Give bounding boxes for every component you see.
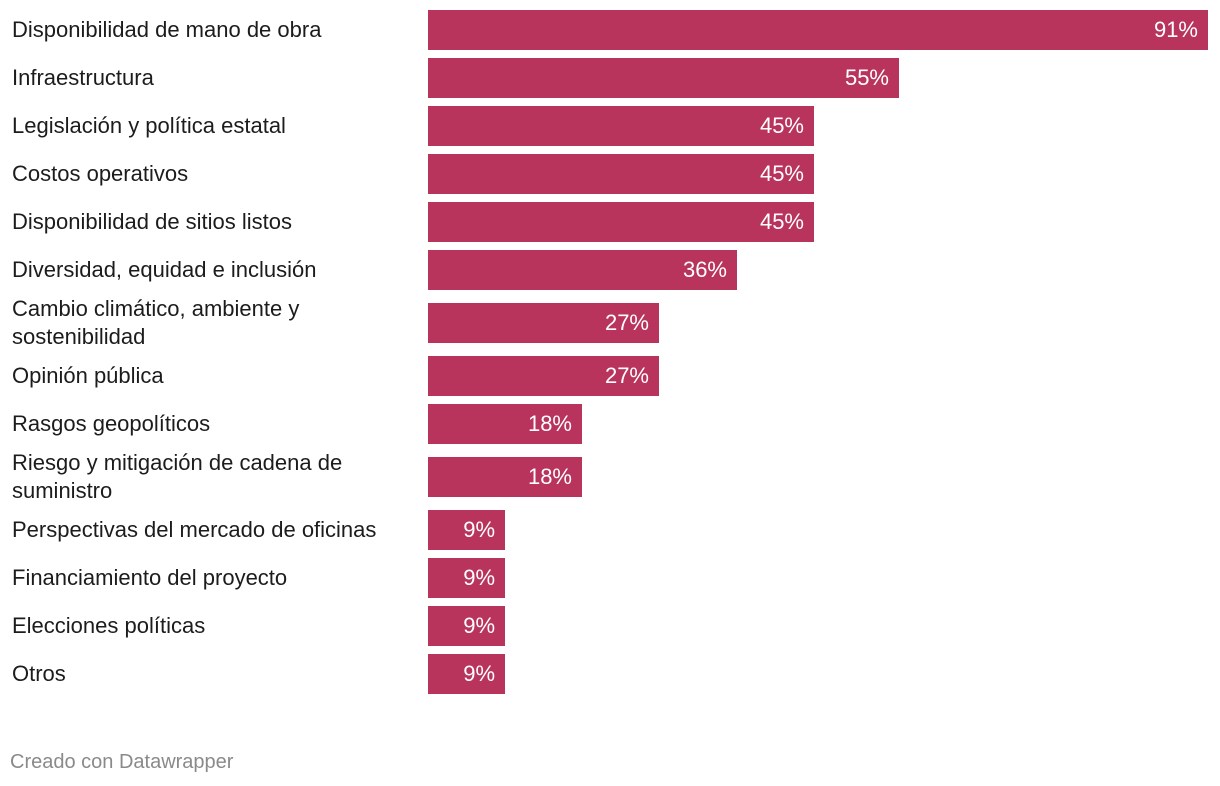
bar-row: Disponibilidad de mano de obra 91% bbox=[0, 6, 1220, 54]
bar: 91% bbox=[428, 10, 1208, 50]
bar: 36% bbox=[428, 250, 737, 290]
bar-value-label: 36% bbox=[682, 257, 727, 282]
bar-value-label: 45% bbox=[759, 161, 804, 186]
category-label: Disponibilidad de sitios listos bbox=[12, 209, 293, 234]
bar-row: Infraestructura 55% bbox=[0, 54, 1220, 102]
bar-row: Cambio climático, ambiente y sostenibili… bbox=[0, 294, 1220, 352]
bar: 27% bbox=[428, 356, 659, 396]
bar-value-label: 45% bbox=[759, 113, 804, 138]
category-label: Otros bbox=[12, 661, 66, 686]
category-label: Rasgos geopolíticos bbox=[12, 411, 211, 436]
bar: 45% bbox=[428, 202, 814, 242]
bar-row: Perspectivas del mercado de oficinas 9% bbox=[0, 506, 1220, 554]
bar-row: Financiamiento del proyecto 9% bbox=[0, 554, 1220, 602]
bar: 55% bbox=[428, 58, 899, 98]
category-label: Costos operativos bbox=[12, 161, 189, 186]
bar: 9% bbox=[428, 558, 505, 598]
bar-value-label: 27% bbox=[604, 363, 649, 388]
category-label: Infraestructura bbox=[12, 65, 154, 90]
bar-value-label: 9% bbox=[463, 661, 495, 686]
bar-value-label: 9% bbox=[463, 517, 495, 542]
bar: 45% bbox=[428, 106, 814, 146]
bar: 45% bbox=[428, 154, 814, 194]
bar-value-label: 27% bbox=[604, 310, 649, 335]
bar-row: Diversidad, equidad e inclusión 36% bbox=[0, 246, 1220, 294]
category-label: Riesgo y mitigación de cadena de suminis… bbox=[12, 450, 343, 503]
bar: 9% bbox=[428, 606, 505, 646]
bar-row: Disponibilidad de sitios listos 45% bbox=[0, 198, 1220, 246]
bar-value-label: 45% bbox=[759, 209, 804, 234]
bar-row: Opinión pública 27% bbox=[0, 352, 1220, 400]
bar: 18% bbox=[428, 457, 582, 497]
bar-row: Rasgos geopolíticos 18% bbox=[0, 400, 1220, 448]
bar-row: Riesgo y mitigación de cadena de suminis… bbox=[0, 448, 1220, 506]
bar-row: Otros 9% bbox=[0, 650, 1220, 698]
bar-value-label: 55% bbox=[844, 65, 889, 90]
bar-row: Elecciones políticas 9% bbox=[0, 602, 1220, 650]
category-label: Diversidad, equidad e inclusión bbox=[12, 257, 317, 282]
bar-value-label: 9% bbox=[463, 565, 495, 590]
bar-row: Costos operativos 45% bbox=[0, 150, 1220, 198]
bar-row: Legislación y política estatal 45% bbox=[0, 102, 1220, 150]
bar: 9% bbox=[428, 654, 505, 694]
bar-value-label: 18% bbox=[527, 411, 572, 436]
category-label: Perspectivas del mercado de oficinas bbox=[12, 517, 377, 542]
datawrapper-credit: Creado con Datawrapper bbox=[10, 751, 234, 773]
bar: 18% bbox=[428, 404, 582, 444]
category-label: Disponibilidad de mano de obra bbox=[12, 17, 322, 42]
bar-value-label: 91% bbox=[1153, 17, 1198, 42]
bar-value-label: 9% bbox=[463, 613, 495, 638]
bar: 27% bbox=[428, 303, 659, 343]
bar: 9% bbox=[428, 510, 505, 550]
bar-chart: Disponibilidad de mano de obra 91% Infraes… bbox=[0, 6, 1220, 698]
category-label: Opinión pública bbox=[12, 363, 164, 388]
category-label: Legislación y política estatal bbox=[12, 113, 286, 138]
category-label: Elecciones políticas bbox=[12, 613, 206, 638]
bar-value-label: 18% bbox=[527, 464, 572, 489]
category-label: Financiamiento del proyecto bbox=[12, 565, 288, 590]
category-label: Cambio climático, ambiente y sostenibili… bbox=[12, 296, 300, 349]
